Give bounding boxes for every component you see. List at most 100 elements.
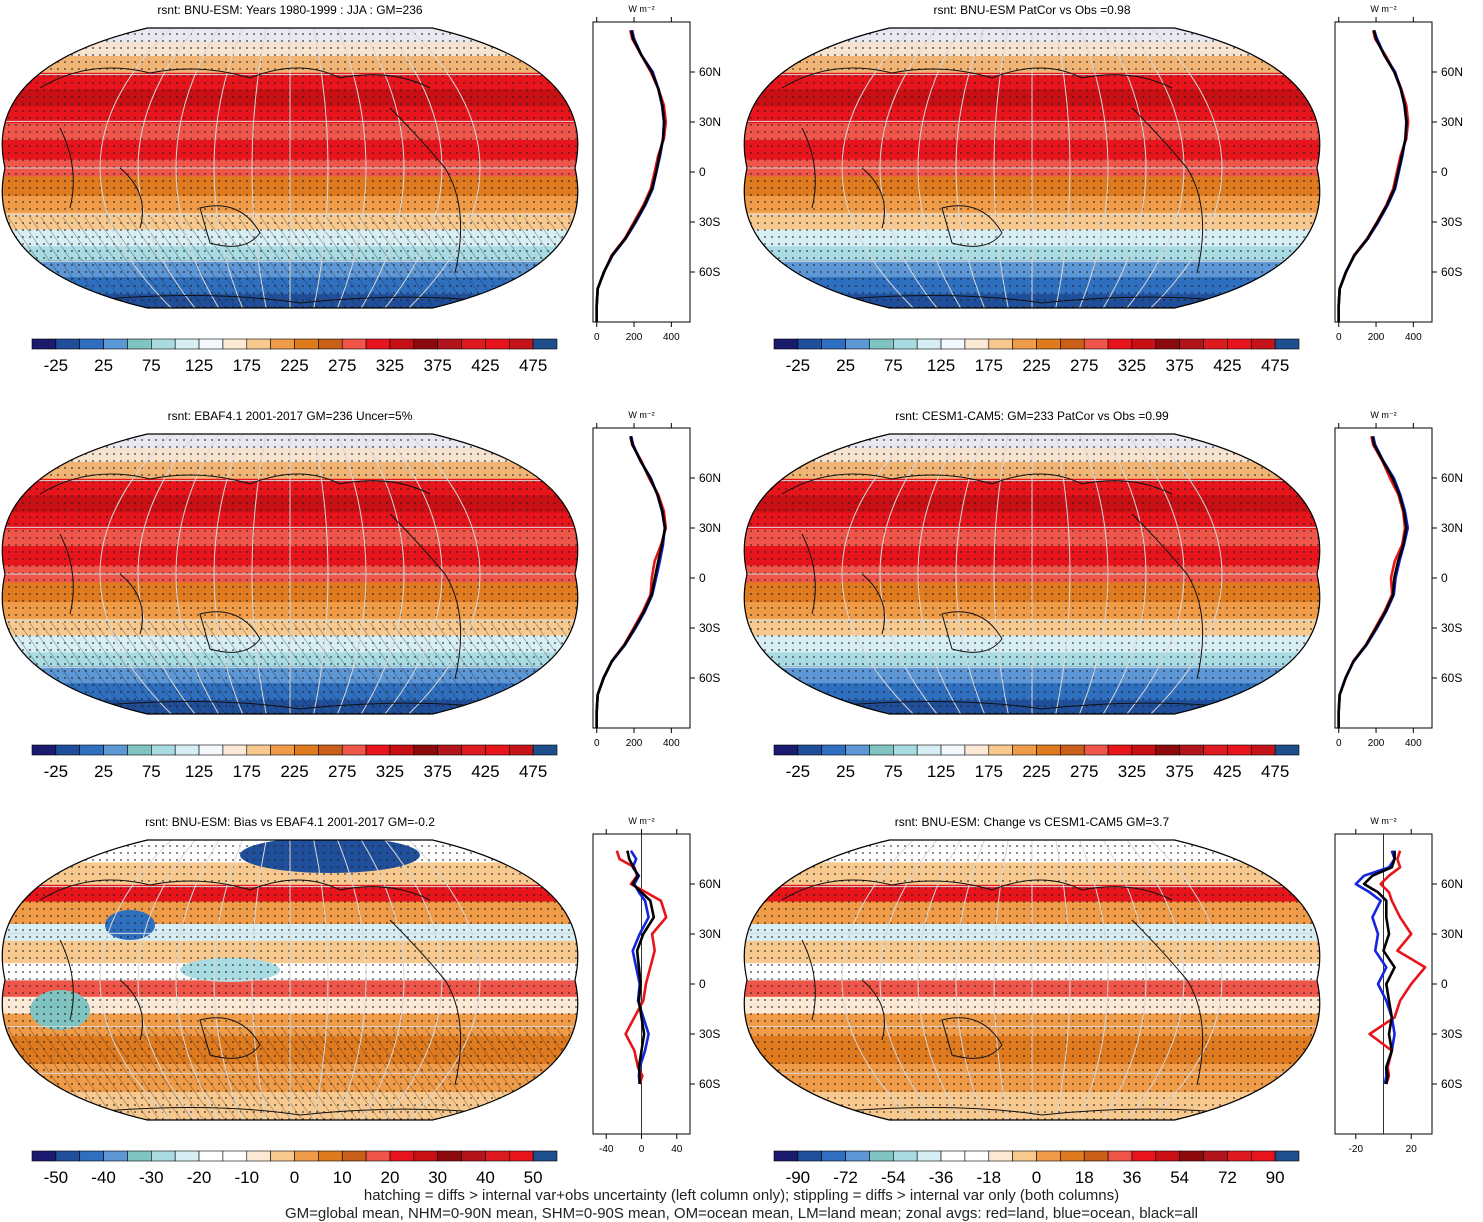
colorbar-label: 75	[884, 762, 903, 781]
coastline	[781, 67, 1173, 89]
colorbar-label: 325	[376, 356, 404, 375]
map-title: rsnt: CESM1-CAM5: GM=233 PatCor vs Obs =…	[895, 409, 1169, 423]
world-map	[743, 433, 1321, 715]
colorbar-label: 425	[1213, 356, 1241, 375]
colorbar-label: 375	[423, 762, 451, 781]
map-title: rsnt: BNU-ESM: Years 1980-1999 : JJA : G…	[157, 3, 423, 17]
colorbar-box	[437, 744, 462, 756]
colorbar-box	[821, 1150, 846, 1162]
colorbar-label: -25	[786, 762, 811, 781]
profile-frame	[1334, 427, 1433, 729]
profile-units: W m⁻²	[628, 410, 654, 420]
colorbar-label: -90	[786, 1168, 811, 1187]
coastline	[59, 1107, 531, 1119]
coastline	[941, 205, 1003, 247]
coastline	[1131, 107, 1204, 274]
coastline	[389, 107, 462, 274]
colorbar: -25 25 75 125 175 225 275 325 375 425 475	[31, 744, 558, 781]
colorbar-box	[365, 338, 391, 350]
lat-tick-label: 0	[1441, 165, 1448, 179]
lat-tick-label: 30N	[1441, 521, 1463, 535]
colorbar-box	[1203, 744, 1228, 756]
colorbar-label: 275	[328, 762, 356, 781]
colorbar-box	[1012, 338, 1037, 350]
colorbar-label: 325	[376, 762, 404, 781]
colorbar-box	[1203, 1150, 1228, 1162]
profile-frame	[592, 427, 691, 729]
colorbar-box	[151, 338, 176, 350]
colorbar-label: 475	[1261, 356, 1289, 375]
colorbar-box	[341, 744, 367, 756]
colorbar-label: -25	[44, 762, 69, 781]
colorbar-label: 475	[519, 356, 547, 375]
colorbar-label: 36	[1122, 1168, 1141, 1187]
colorbar-box	[222, 744, 248, 756]
world-map	[743, 27, 1321, 309]
colorbar-box	[1012, 1150, 1037, 1162]
colorbar-box	[103, 1150, 128, 1162]
profile-x-tick-label: 400	[1405, 738, 1422, 749]
colorbar-box	[845, 1150, 870, 1162]
colorbar-label: -10	[234, 1168, 259, 1187]
colorbar-label: 175	[975, 356, 1003, 375]
colorbar-box	[1083, 744, 1109, 756]
colorbar-box	[988, 1150, 1013, 1162]
profile-x-tick-label: -20	[1349, 1144, 1364, 1155]
colorbar-label: 175	[233, 356, 261, 375]
colorbar: -25 25 75 125 175 225 275 325 375 425 475	[773, 744, 1300, 781]
colorbar-box	[198, 1150, 224, 1162]
coastline	[39, 879, 431, 901]
profile-x-tick-label: 0	[1336, 738, 1342, 749]
colorbar-label: 25	[836, 356, 855, 375]
colorbar-box	[773, 744, 799, 756]
lat-tick-label: 30N	[1441, 115, 1463, 129]
colorbar-label: 275	[1070, 356, 1098, 375]
lat-tick-label: 60N	[1441, 877, 1463, 891]
colorbar-box	[821, 744, 846, 756]
colorbar-box	[341, 338, 367, 350]
coastline	[801, 1107, 1273, 1119]
zonal-profile: W m⁻² 60N 30N 0 30S 60S -20 20	[1334, 816, 1463, 1155]
colorbar-label: 125	[185, 762, 213, 781]
colorbar-label: 375	[1165, 356, 1193, 375]
colorbar-box	[1083, 1150, 1109, 1162]
colorbar-box	[270, 744, 295, 756]
zonal-series-ocean	[1337, 436, 1410, 728]
colorbar-box	[151, 744, 176, 756]
colorbar-label: -20	[187, 1168, 212, 1187]
zonal-profile: W m⁻² 60N 30N 0 30S 60S 0 200 400	[592, 410, 721, 749]
coastline	[59, 127, 143, 229]
colorbar-box	[845, 338, 870, 350]
colorbar-box	[1227, 1150, 1252, 1162]
colorbar-box	[246, 1150, 271, 1162]
zonal-series-all	[1337, 29, 1408, 322]
colorbar-box	[55, 1150, 81, 1162]
profile-units: W m⁻²	[628, 816, 654, 826]
world-map	[1, 839, 579, 1121]
colorbar-box	[1250, 744, 1276, 756]
colorbar-label: -72	[833, 1168, 858, 1187]
map-outline	[743, 27, 1321, 309]
panel-model-climatology: rsnt: BNU-ESM: Years 1980-1999 : JJA : G…	[0, 0, 741, 405]
colorbar-box	[532, 1150, 558, 1162]
lat-tick-label: 30S	[699, 1027, 720, 1041]
profile-x-tick-label: 0	[1336, 332, 1342, 343]
coastline	[199, 205, 261, 247]
colorbar-box	[198, 338, 224, 350]
colorbar-box	[1274, 338, 1300, 350]
panel-reference-model: rsnt: CESM1-CAM5: GM=233 PatCor vs Obs =…	[742, 406, 1483, 811]
colorbar-box	[365, 744, 391, 756]
colorbar-label: 18	[1075, 1168, 1094, 1187]
coastline	[801, 701, 1273, 713]
map-fill	[744, 840, 1320, 1120]
colorbar-label: 475	[519, 762, 547, 781]
lat-tick-label: 60S	[1441, 671, 1462, 685]
colorbar-box	[797, 1150, 823, 1162]
colorbar-label: 0	[290, 1168, 299, 1187]
colorbar-box	[797, 338, 823, 350]
colorbar-label: -25	[786, 356, 811, 375]
colorbar-box	[1179, 338, 1204, 350]
lat-tick-label: 60N	[699, 65, 721, 79]
colorbar-box	[127, 1150, 152, 1162]
coastline	[781, 473, 1173, 495]
